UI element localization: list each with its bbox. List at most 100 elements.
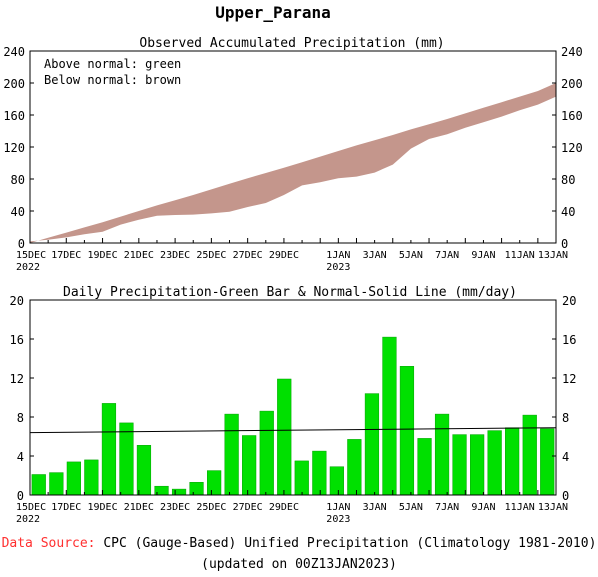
daily-precip-bar bbox=[171, 488, 187, 496]
y-tick-label-left: 120 bbox=[3, 141, 25, 155]
daily-precip-bar bbox=[224, 413, 239, 496]
x-tick-year-label: 2022 bbox=[16, 262, 40, 273]
daily-precip-bar bbox=[31, 474, 46, 496]
y-tick-label-right: 0 bbox=[562, 489, 569, 503]
x-tick-label: 1JAN bbox=[326, 250, 350, 261]
x-tick-label: 23DEC bbox=[160, 502, 190, 513]
x-tick-label: 1JAN bbox=[326, 502, 350, 513]
x-tick-label: 5JAN bbox=[399, 502, 423, 513]
y-tick-label-right: 40 bbox=[561, 205, 575, 219]
daily-precip-bar bbox=[399, 366, 415, 496]
x-tick-label: 25DEC bbox=[196, 250, 226, 261]
chart1-legend-above: Above normal: green bbox=[44, 57, 181, 71]
daily-precip-bar bbox=[382, 336, 397, 496]
daily-precip-bar bbox=[119, 422, 134, 496]
y-tick-label-left: 16 bbox=[10, 333, 24, 347]
daily-precip-bar bbox=[417, 438, 432, 496]
chart1-title: Observed Accumulated Precipitation (mm) bbox=[139, 36, 444, 51]
x-tick-label: 5JAN bbox=[399, 250, 423, 261]
chart1-legend-below: Below normal: brown bbox=[44, 73, 181, 87]
chart2-plot-frame bbox=[29, 299, 557, 496]
y-tick-label-right: 120 bbox=[561, 141, 583, 155]
daily-precip-bar bbox=[101, 403, 117, 496]
y-tick-label-left: 8 bbox=[17, 411, 24, 425]
data-source-line: Data Source: CPC (Gauge-Based) Unified P… bbox=[0, 536, 598, 551]
x-tick-label: 17DEC bbox=[51, 250, 81, 261]
daily-precip-bar bbox=[364, 393, 380, 496]
x-tick-label: 25DEC bbox=[196, 502, 226, 513]
y-tick-label-right: 240 bbox=[561, 45, 583, 59]
y-tick-label-left: 4 bbox=[17, 450, 24, 464]
daily-precipitation-chart: Daily Precipitation-Green Bar & Normal-S… bbox=[10, 285, 577, 525]
daily-precip-bar bbox=[329, 466, 344, 496]
normal-line bbox=[29, 427, 557, 434]
chart2-title: Daily Precipitation-Green Bar & Normal-S… bbox=[63, 285, 517, 300]
daily-precip-bar bbox=[189, 482, 204, 496]
x-tick-label: 27DEC bbox=[233, 502, 263, 513]
main-title: Upper_Parana bbox=[215, 3, 331, 22]
x-tick-year-label: 2023 bbox=[326, 262, 350, 273]
y-tick-label-left: 160 bbox=[3, 109, 25, 123]
x-tick-label: 21DEC bbox=[124, 502, 154, 513]
x-tick-label: 9JAN bbox=[471, 250, 495, 261]
y-tick-label-right: 12 bbox=[562, 372, 576, 386]
y-tick-label-right: 80 bbox=[561, 173, 575, 187]
daily-precip-bar bbox=[540, 428, 555, 496]
x-tick-label: 15DEC bbox=[16, 502, 46, 513]
daily-precip-bar bbox=[49, 472, 64, 496]
data-source-text: CPC (Gauge-Based) Unified Precipitation … bbox=[103, 536, 597, 551]
x-tick-label: 21DEC bbox=[124, 250, 154, 261]
daily-precip-bar bbox=[522, 414, 537, 496]
updated-timestamp: (updated on 00Z13JAN2023) bbox=[201, 557, 397, 572]
y-tick-label-left: 80 bbox=[11, 173, 25, 187]
data-source-label: Data Source: bbox=[1, 536, 96, 551]
x-tick-year-label: 2023 bbox=[326, 514, 350, 525]
y-tick-label-right: 160 bbox=[561, 109, 583, 123]
x-tick-label: 11JAN bbox=[505, 250, 535, 261]
daily-precip-bar bbox=[277, 378, 292, 496]
x-tick-label: 23DEC bbox=[160, 250, 190, 261]
y-tick-label-left: 40 bbox=[11, 205, 25, 219]
y-tick-label-right: 4 bbox=[562, 450, 569, 464]
x-tick-label: 7JAN bbox=[435, 502, 459, 513]
x-tick-label: 9JAN bbox=[471, 502, 495, 513]
x-tick-year-label: 2022 bbox=[16, 514, 40, 525]
daily-precip-bar bbox=[452, 434, 467, 496]
daily-precip-bar bbox=[434, 413, 450, 496]
y-tick-label-right: 16 bbox=[562, 333, 576, 347]
x-tick-label: 11JAN bbox=[505, 502, 535, 513]
x-tick-label: 29DEC bbox=[269, 502, 299, 513]
x-tick-label: 3JAN bbox=[363, 250, 387, 261]
daily-precip-bar bbox=[242, 435, 257, 496]
below-normal-area bbox=[30, 83, 556, 243]
x-tick-label: 29DEC bbox=[269, 250, 299, 261]
y-tick-label-right: 200 bbox=[561, 77, 583, 91]
daily-precip-bar bbox=[136, 445, 152, 496]
y-tick-label-left: 12 bbox=[10, 372, 24, 386]
y-tick-label-left: 0 bbox=[17, 489, 24, 503]
daily-precip-bar bbox=[347, 439, 362, 496]
daily-precip-bar bbox=[84, 459, 99, 496]
x-tick-label: 19DEC bbox=[87, 502, 117, 513]
x-tick-label: 7JAN bbox=[435, 250, 459, 261]
daily-precip-bar bbox=[312, 450, 327, 496]
daily-precip-bar bbox=[470, 434, 485, 496]
y-tick-label-left: 0 bbox=[18, 237, 25, 251]
x-tick-label: 13JAN bbox=[538, 502, 568, 513]
daily-precip-bar bbox=[259, 410, 274, 496]
y-tick-label-right: 8 bbox=[562, 411, 569, 425]
x-tick-label: 17DEC bbox=[51, 502, 81, 513]
y-tick-label-left: 200 bbox=[3, 77, 25, 91]
y-tick-label-left: 20 bbox=[10, 294, 24, 308]
daily-precip-bar bbox=[505, 427, 520, 496]
x-tick-label: 19DEC bbox=[87, 250, 117, 261]
daily-precip-bar bbox=[294, 460, 309, 496]
accumulated-precipitation-chart: Observed Accumulated Precipitation (mm) … bbox=[3, 36, 582, 273]
daily-precip-bar bbox=[207, 470, 222, 496]
x-tick-label: 3JAN bbox=[363, 502, 387, 513]
daily-precip-bar bbox=[66, 461, 81, 496]
x-tick-label: 13JAN bbox=[538, 250, 568, 261]
x-tick-label: 15DEC bbox=[16, 250, 46, 261]
y-tick-label-right: 0 bbox=[561, 237, 568, 251]
